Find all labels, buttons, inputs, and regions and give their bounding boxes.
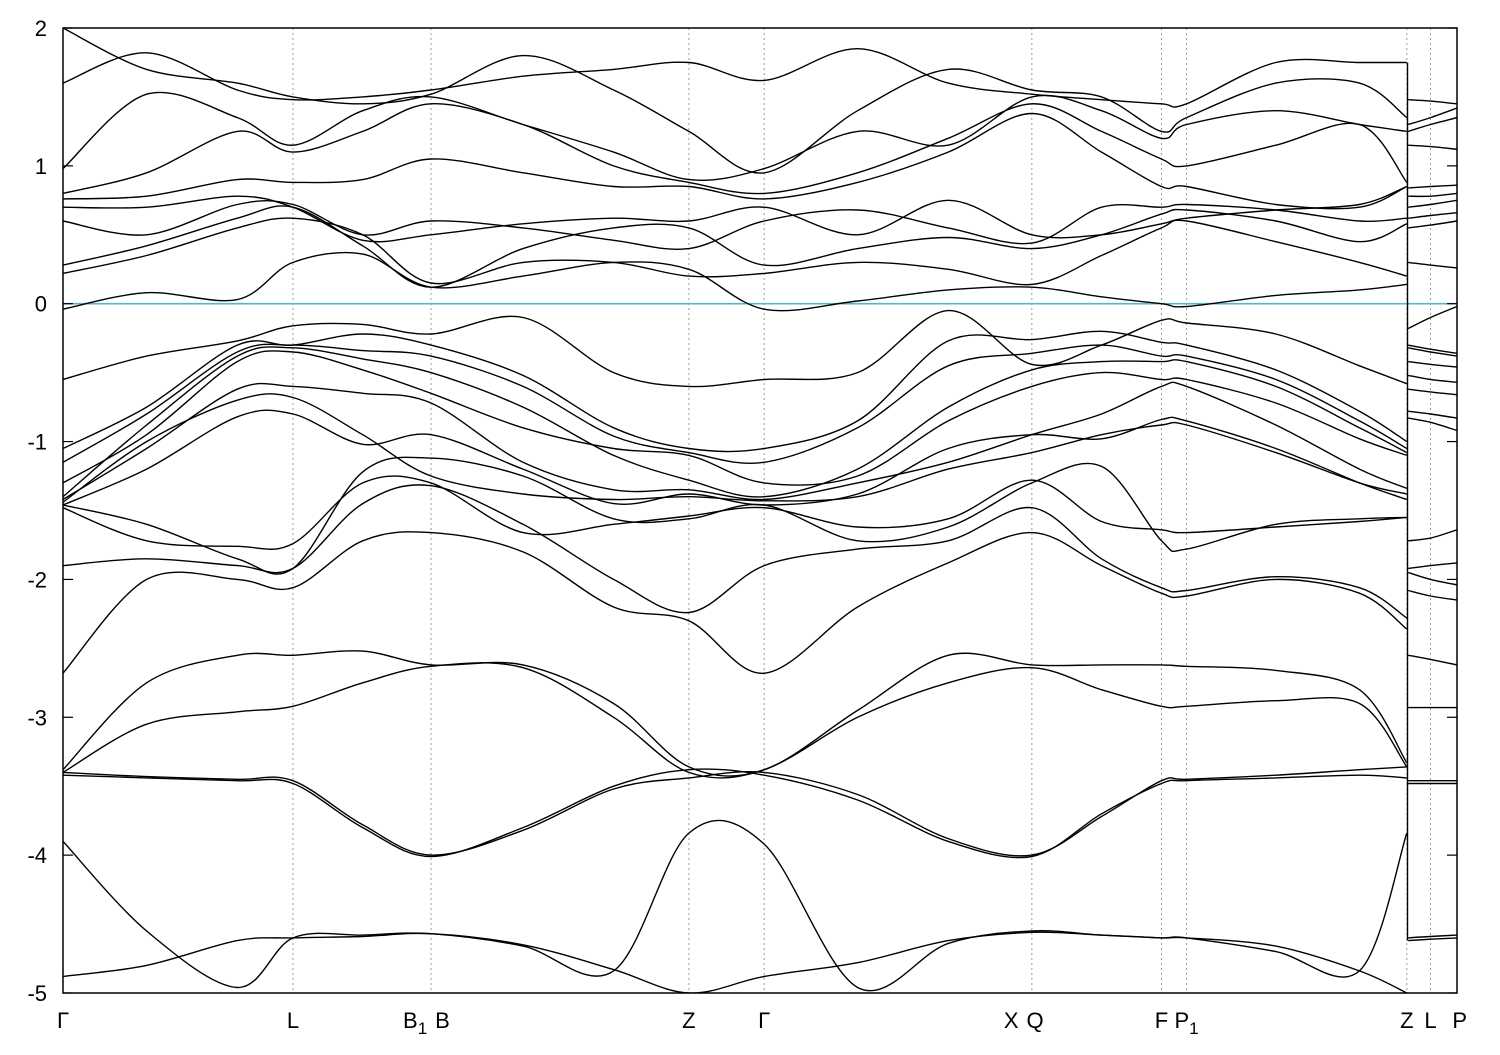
band-line-16-tail — [1408, 347, 1457, 357]
y-tick-label: -2 — [27, 567, 47, 592]
kpoint-label: L — [1424, 1008, 1436, 1033]
band-line-19 — [63, 251, 1407, 312]
band-line-8 — [63, 484, 1408, 619]
band-line-16 — [63, 343, 1408, 464]
band-line-21-tail — [1408, 212, 1457, 219]
band-line-5 — [63, 650, 1408, 777]
kpoint-label: Γ — [758, 1008, 770, 1033]
band-line-28-tail — [1408, 107, 1457, 126]
band-line-14-tail — [1408, 374, 1457, 383]
band-line-9 — [63, 475, 1407, 550]
band-line-5-tail — [1408, 654, 1457, 666]
band-line-23 — [63, 185, 1408, 243]
band-line-27 — [63, 47, 1407, 108]
band-line-15-tail — [1408, 360, 1457, 368]
kpoint-label: P1 — [1174, 1008, 1198, 1038]
band-line-12-tail — [1408, 410, 1457, 419]
y-tick-label: 1 — [35, 154, 47, 179]
y-tick-label: 2 — [35, 16, 47, 41]
y-tick-label: -4 — [27, 843, 47, 868]
band-line-2 — [63, 819, 1408, 992]
band-line-19-tail — [1408, 261, 1457, 269]
kpoint-label: Z — [682, 1008, 695, 1033]
band-line-2-tail — [1408, 934, 1457, 939]
band-line-24 — [63, 112, 1408, 210]
band-line-10-tail — [1408, 529, 1457, 542]
band-line-7 — [63, 531, 1408, 674]
kpoint-label: B1 B — [403, 1008, 450, 1038]
band-line-11-tail — [1408, 417, 1457, 432]
band-line-8-tail — [1407, 571, 1457, 586]
band-lines — [63, 28, 1457, 993]
band-line-28 — [63, 28, 1408, 174]
band-line-13-tail — [1408, 388, 1457, 396]
band-line-3 — [63, 768, 1407, 859]
band-line-17-tail — [1408, 344, 1457, 354]
band-line-22-tail — [1408, 199, 1457, 208]
kpoint-label: L — [287, 1008, 299, 1033]
band-line-1 — [63, 931, 1408, 993]
kpoint-label: Z — [1400, 1008, 1413, 1033]
band-line-17 — [63, 330, 1408, 453]
band-line-20 — [63, 217, 1407, 286]
band-line-24-tail — [1408, 184, 1457, 189]
band-line-15 — [63, 346, 1408, 498]
kpoint-grid-lines — [292, 28, 1432, 993]
band-line-13 — [63, 381, 1408, 501]
band-line-14 — [63, 350, 1408, 486]
band-line-1-tail — [1408, 937, 1457, 942]
y-axis-ticks: -5 -4 -3 -2 -1 0 1 2 — [27, 16, 1457, 1006]
band-line-6 — [63, 662, 1408, 779]
y-tick-label: 0 — [35, 292, 47, 317]
kpoint-label: Γ — [57, 1008, 69, 1033]
band-line-22 — [63, 199, 1407, 250]
band-line-18-tail — [1407, 305, 1457, 330]
band-line-25-tail — [1408, 144, 1457, 150]
kpoint-label: F — [1155, 1008, 1168, 1033]
band-line-25 — [63, 103, 1408, 195]
band-line-18 — [63, 309, 1408, 388]
band-line-11 — [63, 409, 1408, 506]
y-tick-label: -3 — [27, 705, 47, 730]
x-axis-ticks: Γ L B1 B Z Γ X Q F P1 Z L P — [57, 1008, 1467, 1038]
y-tick-label: -1 — [27, 430, 47, 455]
band-line-7-tail — [1408, 589, 1457, 601]
band-line-9-tail — [1408, 562, 1457, 570]
band-line-26 — [63, 91, 1407, 181]
band-line-27-tail — [1408, 99, 1457, 105]
y-tick-label: -5 — [27, 981, 47, 1006]
band-line-26-tail — [1407, 116, 1457, 133]
band-line-23-tail — [1408, 192, 1457, 198]
band-line-12 — [63, 393, 1407, 503]
kpoint-label: P — [1452, 1008, 1467, 1033]
band-line-20-tail — [1408, 220, 1457, 229]
band-line-4 — [63, 766, 1407, 857]
plot-frame — [62, 27, 1458, 994]
